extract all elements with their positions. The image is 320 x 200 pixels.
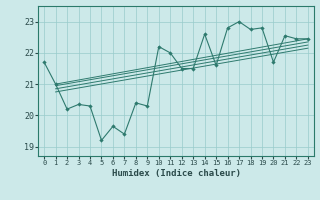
X-axis label: Humidex (Indice chaleur): Humidex (Indice chaleur) (111, 169, 241, 178)
